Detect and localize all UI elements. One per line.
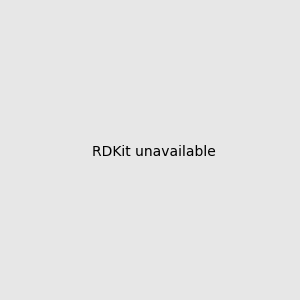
- Text: RDKit unavailable: RDKit unavailable: [92, 145, 216, 158]
